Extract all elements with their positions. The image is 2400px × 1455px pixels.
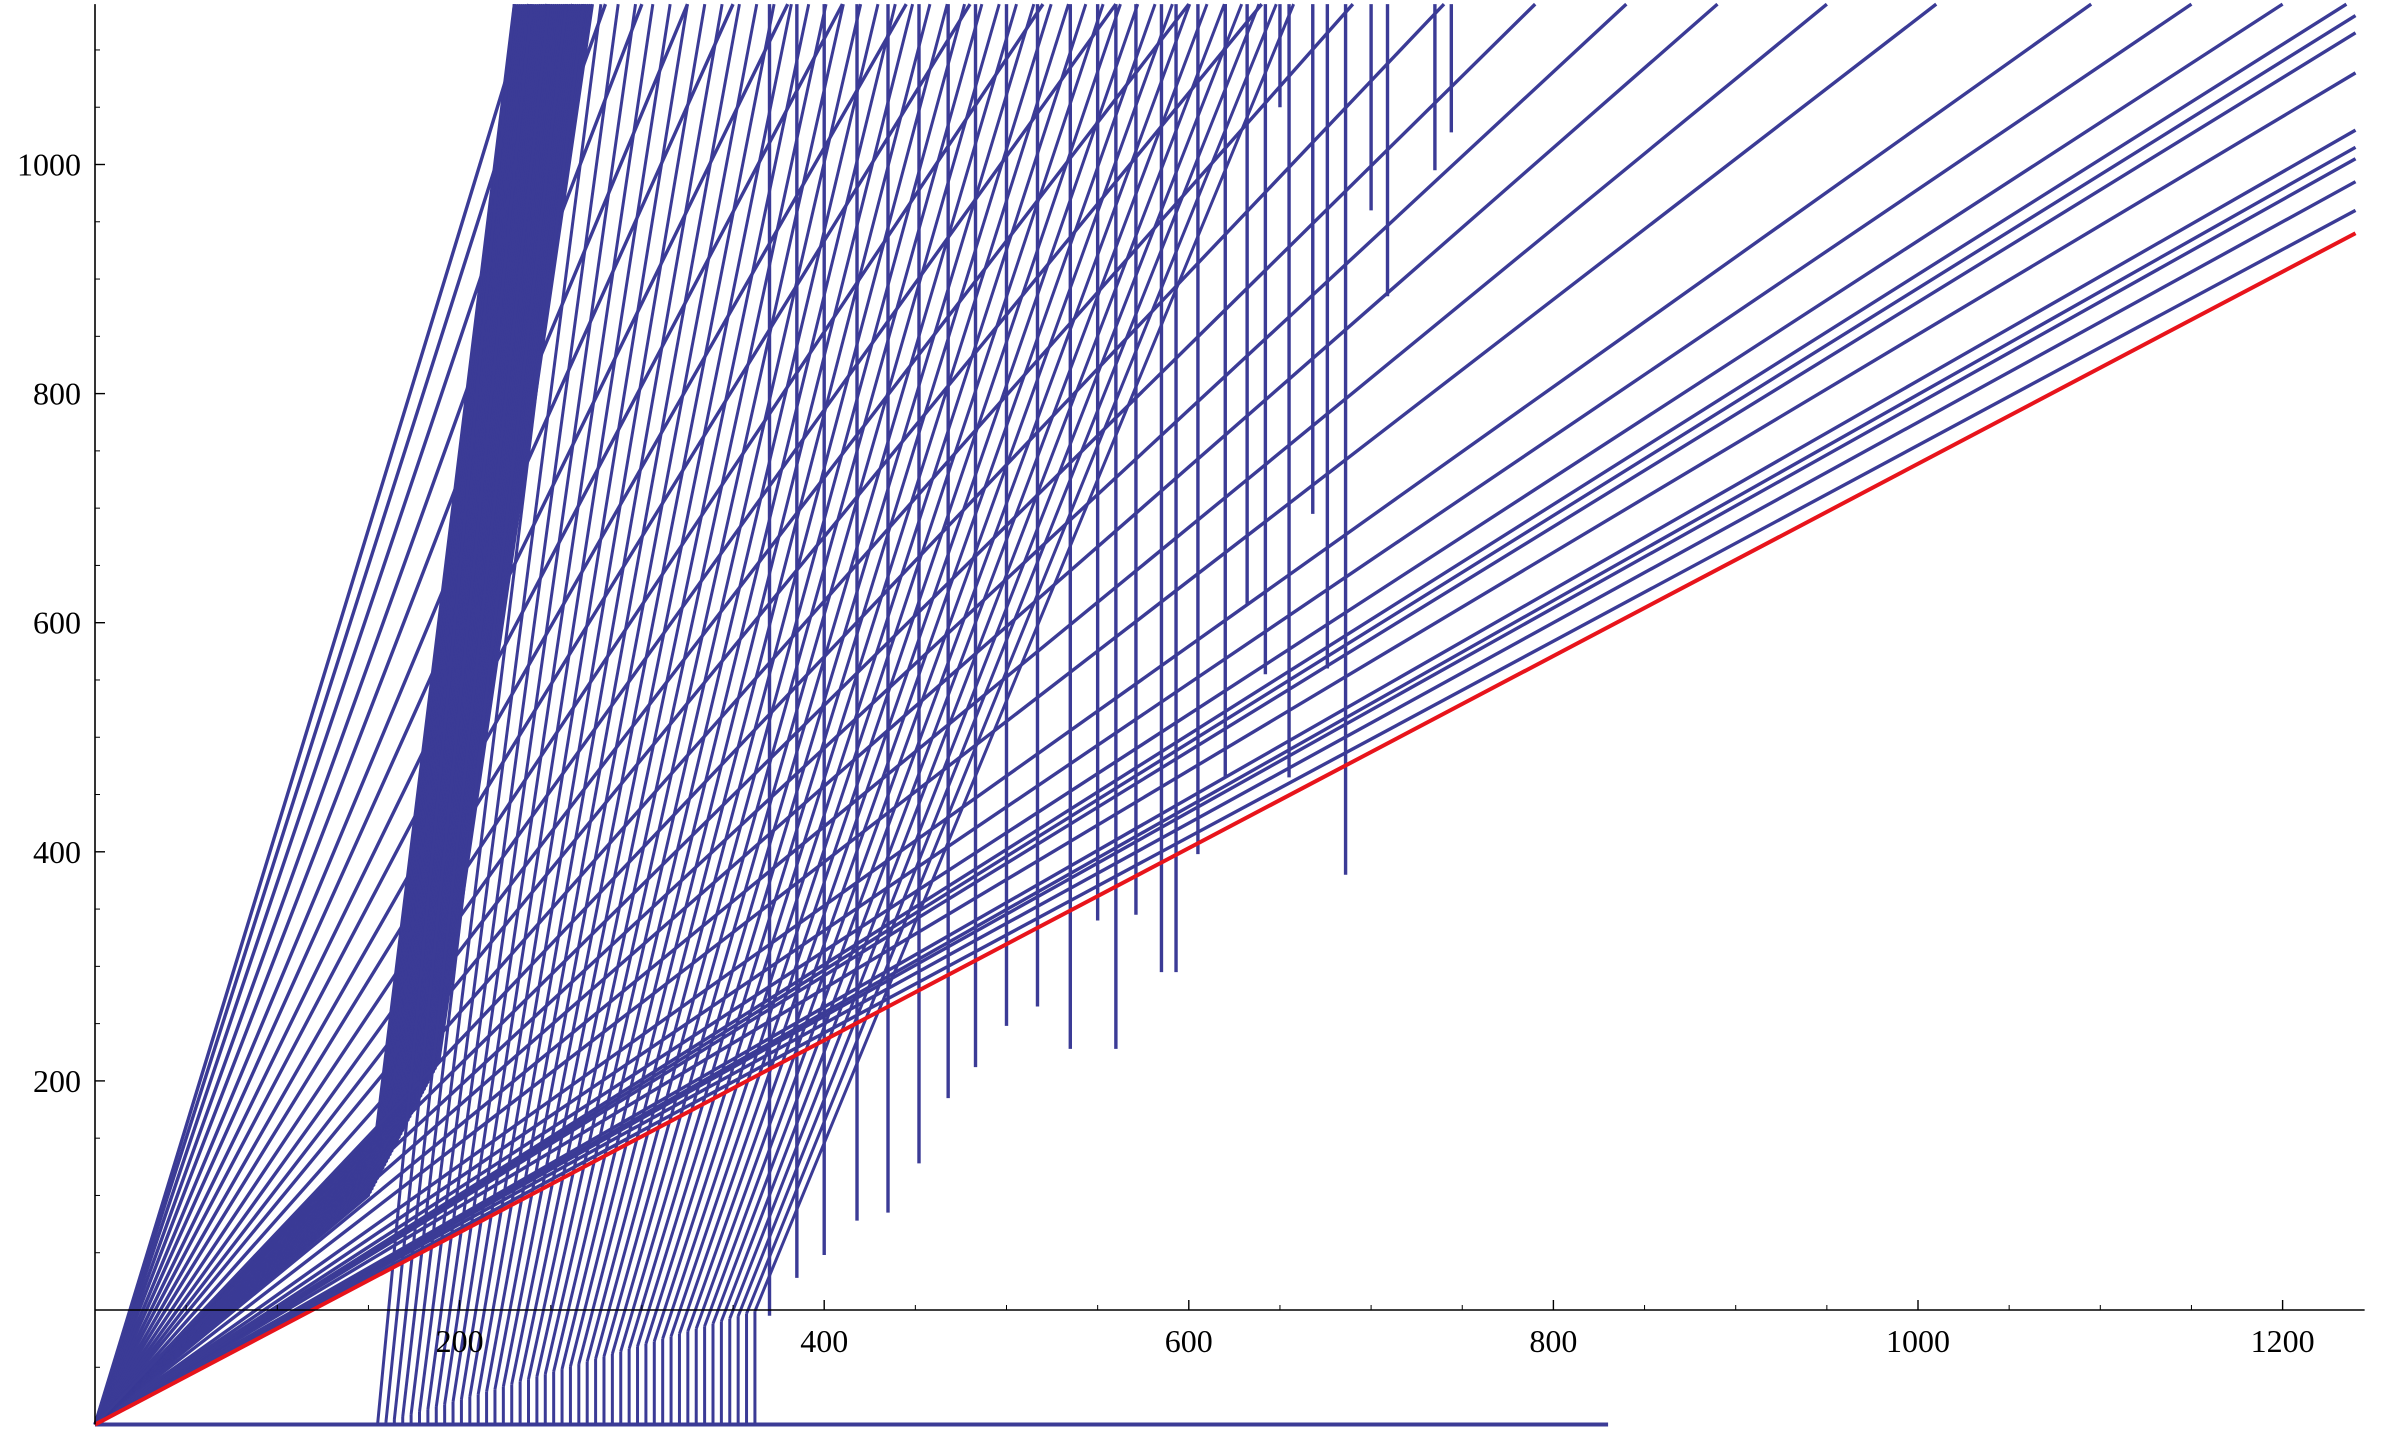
reference-line-group	[94, 231, 2357, 1427]
family-line-22	[93, 3, 1045, 1426]
y-tick-label-600: 600	[33, 605, 81, 641]
slant-line-30	[627, 3, 1036, 1350]
reference-line	[94, 231, 2357, 1427]
y-tick-label-1000: 1000	[17, 147, 81, 183]
family-line-33	[93, 3, 531, 1426]
slant-line-1	[384, 3, 534, 1423]
slant-line-0	[376, 3, 516, 1425]
slant-line-22	[560, 3, 897, 1370]
slant-line-13	[485, 3, 741, 1393]
slant-line-9	[451, 3, 672, 1403]
family-line-18	[93, 3, 1355, 1426]
family-line-3	[94, 145, 2357, 1427]
family-line-28	[93, 3, 690, 1426]
slant-line-28	[610, 3, 1001, 1355]
family-line-20	[93, 3, 1191, 1426]
y-tick-label-400: 400	[33, 834, 81, 870]
family-line-32	[93, 3, 549, 1426]
slant-line-3	[401, 3, 568, 1418]
slant-line-20	[543, 3, 863, 1375]
family-line-9	[94, 2, 2284, 1426]
vertical-drop-lines	[767, 4, 1454, 1316]
slant-line-26	[594, 3, 967, 1360]
slant-line-2	[392, 3, 551, 1420]
x-tick-label-200: 200	[436, 1323, 484, 1359]
family-line-13	[93, 2, 1828, 1426]
ticks	[95, 49, 2284, 1368]
slant-line-40	[711, 3, 1209, 1325]
x-tick-label-800: 800	[1529, 1323, 1577, 1359]
slant-line-44	[745, 3, 1278, 1315]
slant-line-17	[518, 3, 811, 1383]
x-tick-label-1200: 1200	[2251, 1323, 2315, 1359]
slant-line-6	[426, 3, 620, 1410]
slant-line-19	[535, 3, 845, 1377]
slant-line-42	[728, 3, 1244, 1320]
y-tick-label-800: 800	[33, 376, 81, 412]
slant-line-35	[669, 3, 1122, 1337]
family-line-27	[93, 3, 735, 1426]
slant-line-8	[443, 3, 655, 1405]
slant-line-16	[510, 3, 793, 1385]
slant-line-7	[434, 3, 638, 1408]
slant-line-5	[418, 3, 603, 1413]
axes	[94, 4, 2365, 1425]
slant-line-41	[719, 3, 1226, 1322]
family-line-12	[93, 2, 1938, 1426]
slant-line-37	[686, 3, 1157, 1332]
x-tick-label-1000: 1000	[1886, 1323, 1950, 1359]
family-lines	[93, 2, 2357, 1427]
family-line-10	[94, 2, 2193, 1426]
family-line-11	[94, 2, 2093, 1426]
slant-line-36	[678, 3, 1140, 1335]
slant-line-14	[493, 3, 759, 1390]
slant-line-4	[409, 3, 586, 1415]
slant-line-18	[527, 3, 828, 1380]
slant-line-15	[501, 3, 776, 1388]
slant-line-10	[459, 3, 689, 1400]
slant-line-11	[468, 3, 707, 1398]
x-tick-label-400: 400	[800, 1323, 848, 1359]
slant-line-29	[619, 3, 1018, 1352]
slant-line-12	[476, 3, 724, 1395]
slant-line-31	[636, 3, 1053, 1347]
x-tick-label-600: 600	[1165, 1323, 1213, 1359]
slant-line-45	[753, 3, 1296, 1312]
y-tick-label-200: 200	[33, 1063, 81, 1099]
slant-line-34	[661, 3, 1105, 1340]
slant-line-38	[694, 3, 1174, 1330]
family-line-8	[94, 2, 2348, 1426]
slant-line-33	[652, 3, 1088, 1342]
family-line-19	[93, 3, 1264, 1426]
tick-labels: 200 400 600 800 1000 1200 200 400 600 800 1000	[17, 147, 2315, 1360]
